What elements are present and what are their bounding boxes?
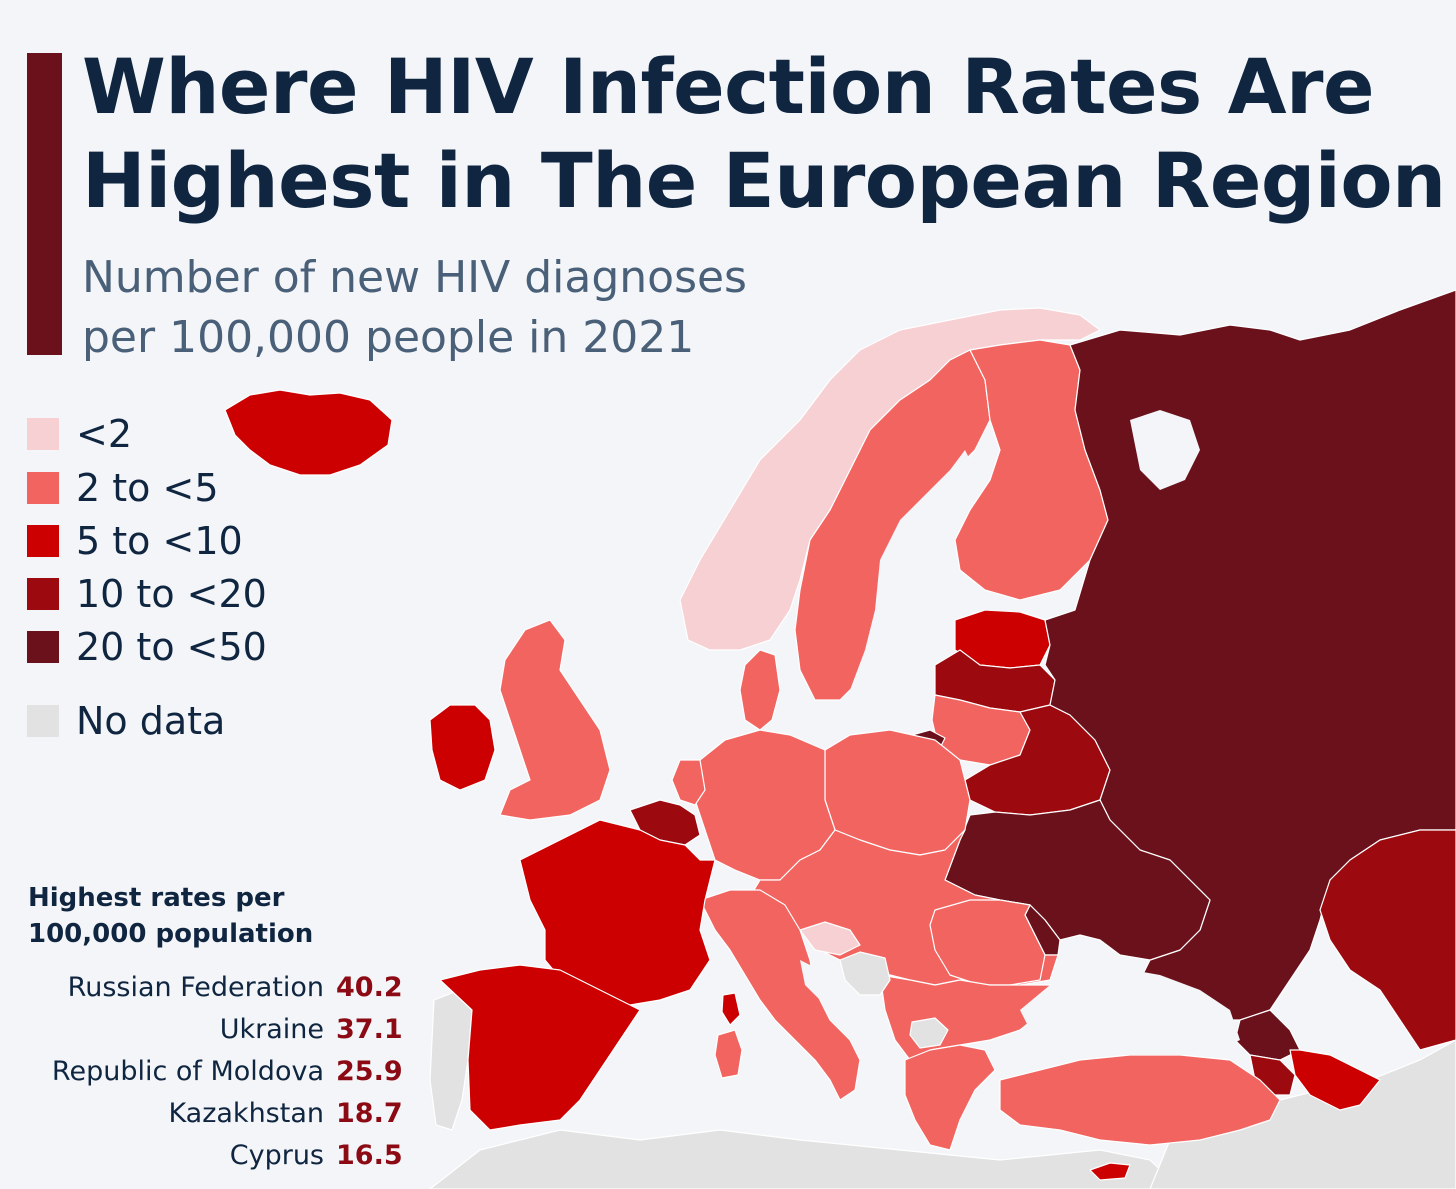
region-corsica (721, 992, 741, 1026)
ranking-value: 25.9 (336, 1055, 403, 1087)
ranking-row: Ukraine 37.1 (28, 1008, 403, 1050)
ranking-country: Russian Federation (67, 971, 324, 1003)
region-romania (929, 899, 1046, 986)
region-azerbaijan (1289, 1049, 1381, 1111)
ranking-panel: Highest rates per 100,000 population Rus… (28, 880, 408, 1171)
region-ireland (429, 704, 496, 791)
ranking-country: Republic of Moldova (51, 1055, 324, 1087)
region-slovenia (799, 921, 861, 956)
legend-label: <2 (76, 412, 133, 456)
subtitle-line-2: per 100,000 people in 2021 (82, 312, 695, 363)
ranking-value: 16.5 (336, 1139, 403, 1171)
legend-label: 20 to <50 (76, 625, 267, 669)
legend-swatch (27, 472, 59, 504)
ranking-value: 37.1 (336, 1013, 403, 1045)
legend-item: 2 to <5 (27, 466, 219, 510)
region-portugal (429, 989, 473, 1131)
ranking-title: Highest rates per 100,000 population (28, 880, 408, 952)
region-france (519, 819, 716, 1006)
legend-label: 2 to <5 (76, 466, 219, 510)
region-turkey (999, 1054, 1281, 1146)
ranking-list: Russian Federation 40.2 Ukraine 37.1 Republi… (28, 966, 403, 1176)
legend-swatch (27, 418, 59, 450)
region-united-kingdom (499, 619, 611, 821)
region-denmark (739, 649, 781, 731)
legend-label: 5 to <10 (76, 519, 243, 563)
page-title: Where HIV Infection Rates Are Highest in… (82, 40, 1446, 228)
baltic-sea (840, 450, 975, 720)
legend-swatch (27, 631, 59, 663)
page-subtitle: Number of new HIV diagnoses per 100,000 … (82, 248, 802, 368)
ranking-title-line-2: 100,000 population (28, 919, 314, 949)
ranking-country: Kazakhstan (168, 1097, 324, 1129)
title-line-2: Highest in The European Region (82, 136, 1446, 225)
legend-item: No data (27, 699, 225, 743)
legend-swatch (27, 578, 59, 610)
legend-label: 10 to <20 (76, 572, 267, 616)
region-kazakhstan (1319, 829, 1456, 1051)
region-sardinia (714, 1029, 743, 1079)
ranking-country: Cyprus (229, 1139, 324, 1171)
legend-swatch (27, 705, 59, 737)
region-cyprus (1089, 1162, 1131, 1181)
ranking-value: 40.2 (336, 971, 403, 1003)
region-netherlands (671, 759, 706, 806)
region-georgia (1234, 1009, 1301, 1061)
ranking-country: Ukraine (219, 1013, 324, 1045)
legend-swatch (27, 525, 59, 557)
white-sea (1130, 410, 1200, 490)
region-north-africa (429, 1129, 1181, 1189)
region-italy (699, 889, 861, 1101)
region-kosovo (909, 1017, 949, 1049)
subtitle-line-1: Number of new HIV diagnoses (82, 252, 747, 303)
legend-item: 10 to <20 (27, 572, 267, 616)
region-greece (904, 1044, 996, 1151)
legend-label: No data (76, 699, 226, 743)
adriatic (800, 960, 885, 1060)
title-line-1: Where HIV Infection Rates Are (82, 42, 1375, 131)
legend-item: <2 (27, 412, 132, 456)
title-accent-bar (27, 53, 62, 355)
ranking-row: Cyprus 16.5 (28, 1134, 403, 1176)
legend-item: 5 to <10 (27, 519, 243, 563)
ranking-row: Russian Federation 40.2 (28, 966, 403, 1008)
gulf-of-finland (945, 598, 1050, 615)
region-iceland (224, 389, 393, 476)
ranking-row: Kazakhstan 18.7 (28, 1092, 403, 1134)
region-spain (439, 964, 641, 1131)
ranking-title-line-1: Highest rates per (28, 883, 285, 913)
ranking-value: 18.7 (336, 1097, 403, 1129)
region-bosnia (839, 951, 891, 996)
ranking-row: Republic of Moldova 25.9 (28, 1050, 403, 1092)
legend-item: 20 to <50 (27, 625, 267, 669)
black-sea (1020, 968, 1240, 1055)
